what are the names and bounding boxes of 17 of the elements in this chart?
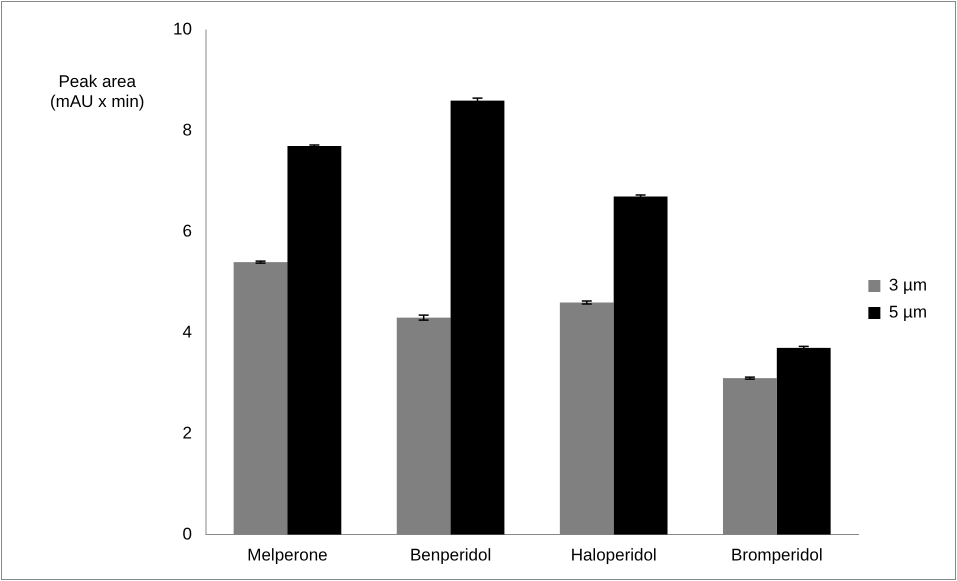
x-tick-label: Bromperidol	[730, 545, 823, 564]
y-axis-title: Peak area (mAU x min)	[50, 72, 144, 112]
y-tick-label: 10	[172, 20, 192, 39]
x-tick-label: Benperidol	[410, 545, 492, 564]
bar	[287, 146, 342, 535]
legend-label: 5 µm	[888, 302, 928, 322]
bar	[614, 196, 668, 535]
y-tick-label: 0	[182, 524, 192, 544]
bar	[776, 348, 831, 535]
x-tick-label: Melperone	[247, 545, 328, 564]
bar	[450, 100, 504, 535]
x-tick-label: Haloperidol	[570, 545, 657, 564]
legend-label: 3 µm	[888, 276, 928, 295]
y-tick-label: 2	[182, 423, 192, 442]
y-tick-label: 4	[182, 322, 192, 342]
y-tick-label: 6	[182, 222, 192, 241]
y-tick-label: 8	[182, 120, 192, 140]
